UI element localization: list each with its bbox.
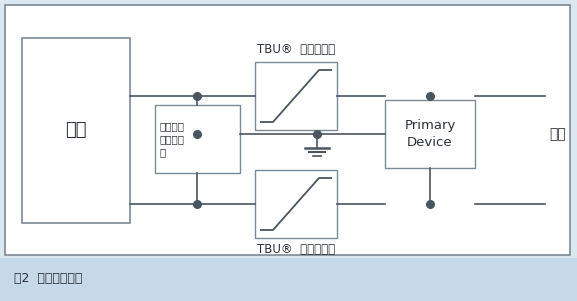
Bar — [5, 5, 570, 255]
Text: 接口: 接口 — [549, 127, 566, 141]
Bar — [155, 105, 240, 173]
Text: 电压瞬变
抑制二极
管: 电压瞬变 抑制二极 管 — [159, 121, 184, 157]
Bar — [255, 62, 337, 130]
Text: 设备: 设备 — [65, 122, 87, 139]
Text: 图2  三级防护方案: 图2 三级防护方案 — [14, 272, 83, 286]
Text: TBU®  高速保护器: TBU® 高速保护器 — [257, 243, 335, 256]
Bar — [22, 38, 130, 223]
Text: Primary
Device: Primary Device — [404, 119, 456, 150]
Bar — [255, 170, 337, 238]
Bar — [385, 100, 475, 168]
Bar — [0, 258, 577, 301]
Text: TBU®  高速保护器: TBU® 高速保护器 — [257, 43, 335, 56]
